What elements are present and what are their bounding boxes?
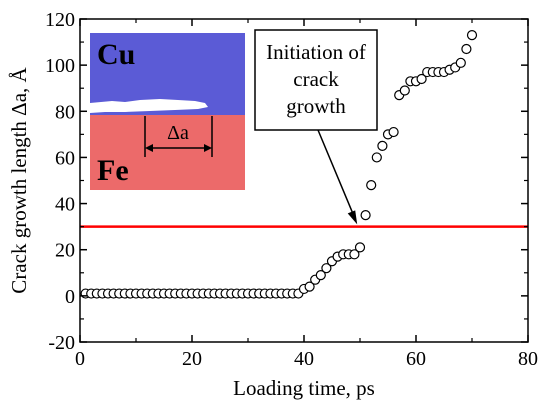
inset-delta-arrowhead-left [145, 144, 153, 152]
x-tick-label: 80 [518, 348, 538, 370]
data-point [315, 269, 326, 281]
inset-figure: Cu Fe Δa [90, 33, 245, 190]
y-tick-label: 20 [55, 240, 75, 262]
inset-delta-arrowhead-right [204, 144, 212, 152]
data-point [304, 281, 315, 292]
x-tick-label: 60 [406, 348, 426, 370]
inset-delta-label: Δa [167, 122, 189, 144]
y-tick-label: 40 [55, 194, 75, 216]
data-point [461, 43, 472, 55]
annotation-line: Initiation of [266, 40, 366, 64]
inset-fe-label: Fe [97, 154, 129, 187]
data-point [366, 180, 377, 191]
inset-crack [90, 99, 208, 113]
annotation-line: crack [293, 67, 339, 91]
annotation-line: growth [286, 94, 346, 118]
x-tick-label: 0 [75, 348, 85, 370]
data-point [321, 263, 332, 274]
x-tick-label: 40 [294, 348, 314, 370]
x-tick-label: 20 [182, 348, 202, 370]
y-axis-title: Crack growth length Δa, Å [7, 66, 31, 293]
y-tick-label: 100 [45, 55, 75, 77]
inset-fe-region [90, 115, 245, 190]
y-tick-label: 80 [55, 101, 75, 123]
data-point [349, 249, 360, 260]
data-point [466, 30, 478, 41]
data-point [388, 126, 399, 138]
x-axis-title: Loading time, ps [233, 376, 375, 400]
annotation-arrowhead [347, 210, 358, 225]
annotation-arrow [317, 129, 354, 215]
y-tick-label: 60 [55, 147, 75, 169]
data-point [354, 242, 366, 253]
y-tick-label: -20 [48, 332, 75, 354]
data-point [360, 210, 371, 221]
data-point [371, 152, 382, 163]
data-point [416, 73, 427, 85]
data-point [455, 57, 466, 68]
inset-cu-label: Cu [97, 38, 135, 71]
annotation-box [254, 29, 378, 131]
data-point [399, 85, 410, 96]
data-point [377, 140, 388, 151]
y-tick-label: 120 [45, 9, 75, 31]
y-tick-label: 0 [65, 286, 75, 308]
